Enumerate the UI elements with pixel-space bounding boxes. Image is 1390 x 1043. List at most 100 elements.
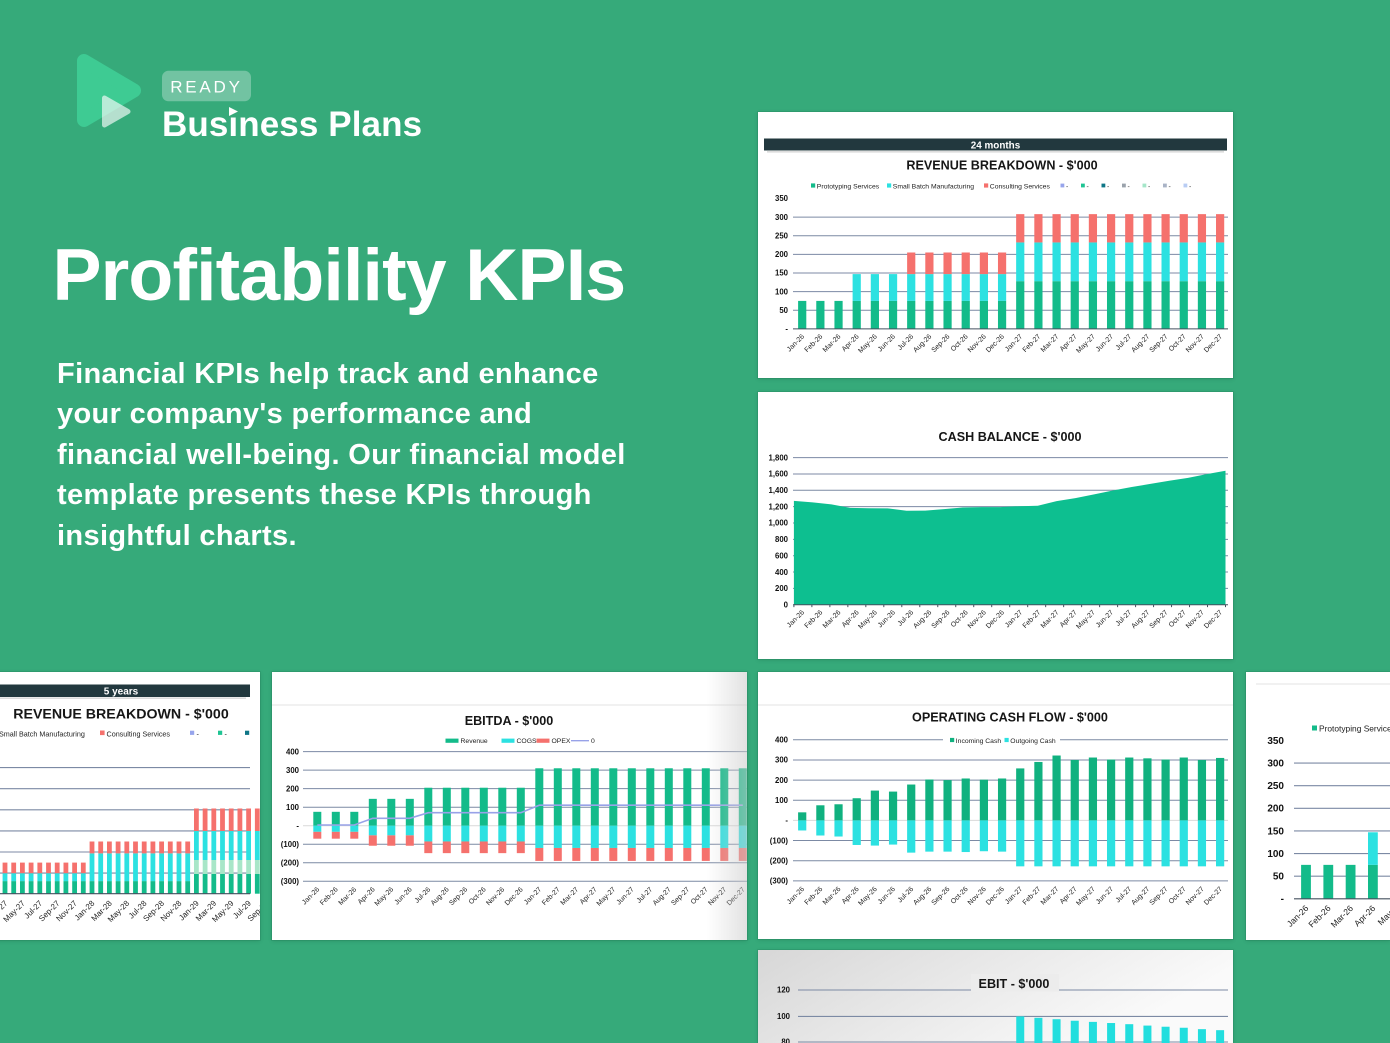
svg-text:100: 100 [1267, 849, 1284, 860]
svg-text:Mar-26: Mar-26 [822, 333, 843, 354]
svg-text:May-26: May-26 [857, 886, 879, 908]
svg-text:May-27: May-27 [1075, 886, 1097, 908]
svg-text:1,800: 1,800 [768, 453, 788, 462]
svg-text:-: - [197, 729, 200, 738]
svg-text:200: 200 [775, 584, 789, 593]
svg-text:Nov-26: Nov-26 [967, 609, 988, 630]
svg-text:Revenue: Revenue [461, 738, 488, 745]
svg-text:200: 200 [775, 776, 789, 785]
svg-text:CASH BALANCE - $'000: CASH BALANCE - $'000 [939, 430, 1082, 444]
svg-text:Aug-27: Aug-27 [1130, 333, 1151, 354]
svg-text:Consulting Services: Consulting Services [107, 729, 171, 738]
svg-text:24 months: 24 months [971, 140, 1021, 151]
svg-text:Prototyping Services: Prototyping Services [817, 183, 880, 190]
svg-text:Aug-26: Aug-26 [430, 886, 451, 907]
svg-text:-: - [785, 325, 788, 334]
svg-text:May-26: May-26 [857, 333, 879, 355]
svg-text:READY: READY [170, 78, 243, 97]
svg-text:Jan-26: Jan-26 [786, 333, 806, 353]
svg-text:Jun-26: Jun-26 [877, 886, 897, 906]
svg-text:Mar-27: Mar-27 [1040, 333, 1061, 354]
svg-text:120: 120 [777, 986, 791, 995]
svg-text:Jan-27: Jan-27 [1004, 333, 1024, 353]
svg-text:Jun-26: Jun-26 [877, 333, 897, 353]
svg-text:OPERATING CASH FLOW - $'000: OPERATING CASH FLOW - $'000 [912, 711, 1108, 725]
svg-text:300: 300 [775, 213, 789, 222]
svg-text:Small Batch Manufacturing: Small Batch Manufacturing [0, 729, 85, 738]
svg-text:REVENUE BREAKDOWN - $'000: REVENUE BREAKDOWN - $'000 [906, 159, 1097, 173]
svg-text:Dec-27: Dec-27 [1203, 609, 1224, 630]
svg-text:Prototyping Services: Prototyping Services [1319, 724, 1390, 734]
svg-text:200: 200 [286, 784, 300, 793]
svg-text:Sep-27: Sep-27 [1149, 609, 1170, 630]
svg-text:Jan-27: Jan-27 [523, 886, 543, 906]
svg-text:May-27: May-27 [1075, 609, 1097, 631]
svg-text:50: 50 [1273, 872, 1285, 883]
svg-text:600: 600 [775, 551, 789, 560]
svg-text:-: - [1066, 183, 1068, 190]
svg-text:-: - [1087, 183, 1089, 190]
svg-text:Feb-26: Feb-26 [319, 886, 340, 907]
svg-text:Aug-26: Aug-26 [912, 886, 933, 907]
svg-text:Jun-27: Jun-27 [1095, 609, 1115, 629]
svg-text:100: 100 [775, 796, 789, 805]
svg-text:May-27: May-27 [1075, 333, 1097, 355]
svg-text:Mar-27: Mar-27 [1040, 886, 1061, 907]
svg-text:Dec-27: Dec-27 [1203, 333, 1224, 354]
svg-text:Feb-27: Feb-27 [541, 886, 562, 907]
svg-text:150: 150 [1267, 826, 1284, 837]
svg-text:200: 200 [775, 250, 789, 259]
svg-text:(100): (100) [770, 836, 789, 845]
svg-text:EBITDA - $'000: EBITDA - $'000 [465, 714, 554, 728]
svg-text:Mar-27: Mar-27 [560, 886, 581, 907]
svg-text:Consulting Services: Consulting Services [990, 183, 1051, 190]
svg-text:EBIT - $'000: EBIT - $'000 [979, 977, 1050, 991]
svg-text:Mar-26: Mar-26 [822, 886, 843, 907]
svg-text:Nov-26: Nov-26 [485, 886, 506, 907]
svg-text:400: 400 [775, 568, 789, 577]
svg-text:Jun-26: Jun-26 [877, 609, 897, 629]
svg-text:0: 0 [784, 600, 789, 609]
svg-text:200: 200 [1267, 804, 1284, 815]
svg-text:Feb-27: Feb-27 [1022, 333, 1043, 354]
svg-text:OPEX: OPEX [552, 738, 571, 745]
svg-text:Jan-26: Jan-26 [786, 886, 806, 906]
svg-text:Jan-26: Jan-26 [301, 886, 321, 906]
svg-text:(300): (300) [281, 877, 300, 886]
svg-text:400: 400 [286, 747, 300, 756]
svg-text:Jun-27: Jun-27 [1095, 886, 1115, 906]
svg-text:400: 400 [775, 736, 789, 745]
svg-text:5 years: 5 years [104, 686, 139, 697]
svg-text:300: 300 [286, 766, 300, 775]
svg-text:1,600: 1,600 [768, 470, 788, 479]
svg-text:May-26: May-26 [857, 609, 879, 631]
svg-text:Mar-26: Mar-26 [1329, 903, 1355, 929]
svg-text:-: - [296, 821, 299, 830]
svg-text:300: 300 [1267, 758, 1284, 769]
svg-text:(200): (200) [281, 858, 300, 867]
svg-text:1,000: 1,000 [768, 519, 788, 528]
svg-text:100: 100 [286, 803, 300, 812]
svg-text:Sep-27: Sep-27 [1149, 886, 1170, 907]
svg-text:Jun-27: Jun-27 [616, 886, 636, 906]
svg-text:Sep-26: Sep-26 [931, 333, 952, 354]
svg-text:-: - [1189, 183, 1191, 190]
svg-text:800: 800 [775, 535, 789, 544]
svg-text:Dec-27: Dec-27 [1203, 886, 1224, 907]
svg-text:1,400: 1,400 [768, 486, 788, 495]
svg-text:300: 300 [775, 756, 789, 765]
svg-text:350: 350 [775, 194, 789, 203]
svg-text:(100): (100) [281, 840, 300, 849]
svg-text:Jan-27: Jan-27 [1004, 886, 1024, 906]
svg-text:Sep-26: Sep-26 [931, 886, 952, 907]
svg-text:-: - [1169, 183, 1171, 190]
svg-text:May-26: May-26 [374, 886, 396, 908]
svg-text:Feb-27: Feb-27 [1022, 609, 1043, 630]
svg-text:(200): (200) [770, 856, 789, 865]
svg-text:Small Batch Manufacturing: Small Batch Manufacturing [893, 183, 974, 190]
svg-text:Feb-26: Feb-26 [804, 333, 825, 354]
svg-text:350: 350 [1267, 736, 1284, 747]
svg-text:Aug-26: Aug-26 [912, 333, 933, 354]
svg-text:Nov-26: Nov-26 [967, 333, 988, 354]
svg-text:May-27: May-27 [596, 886, 618, 908]
